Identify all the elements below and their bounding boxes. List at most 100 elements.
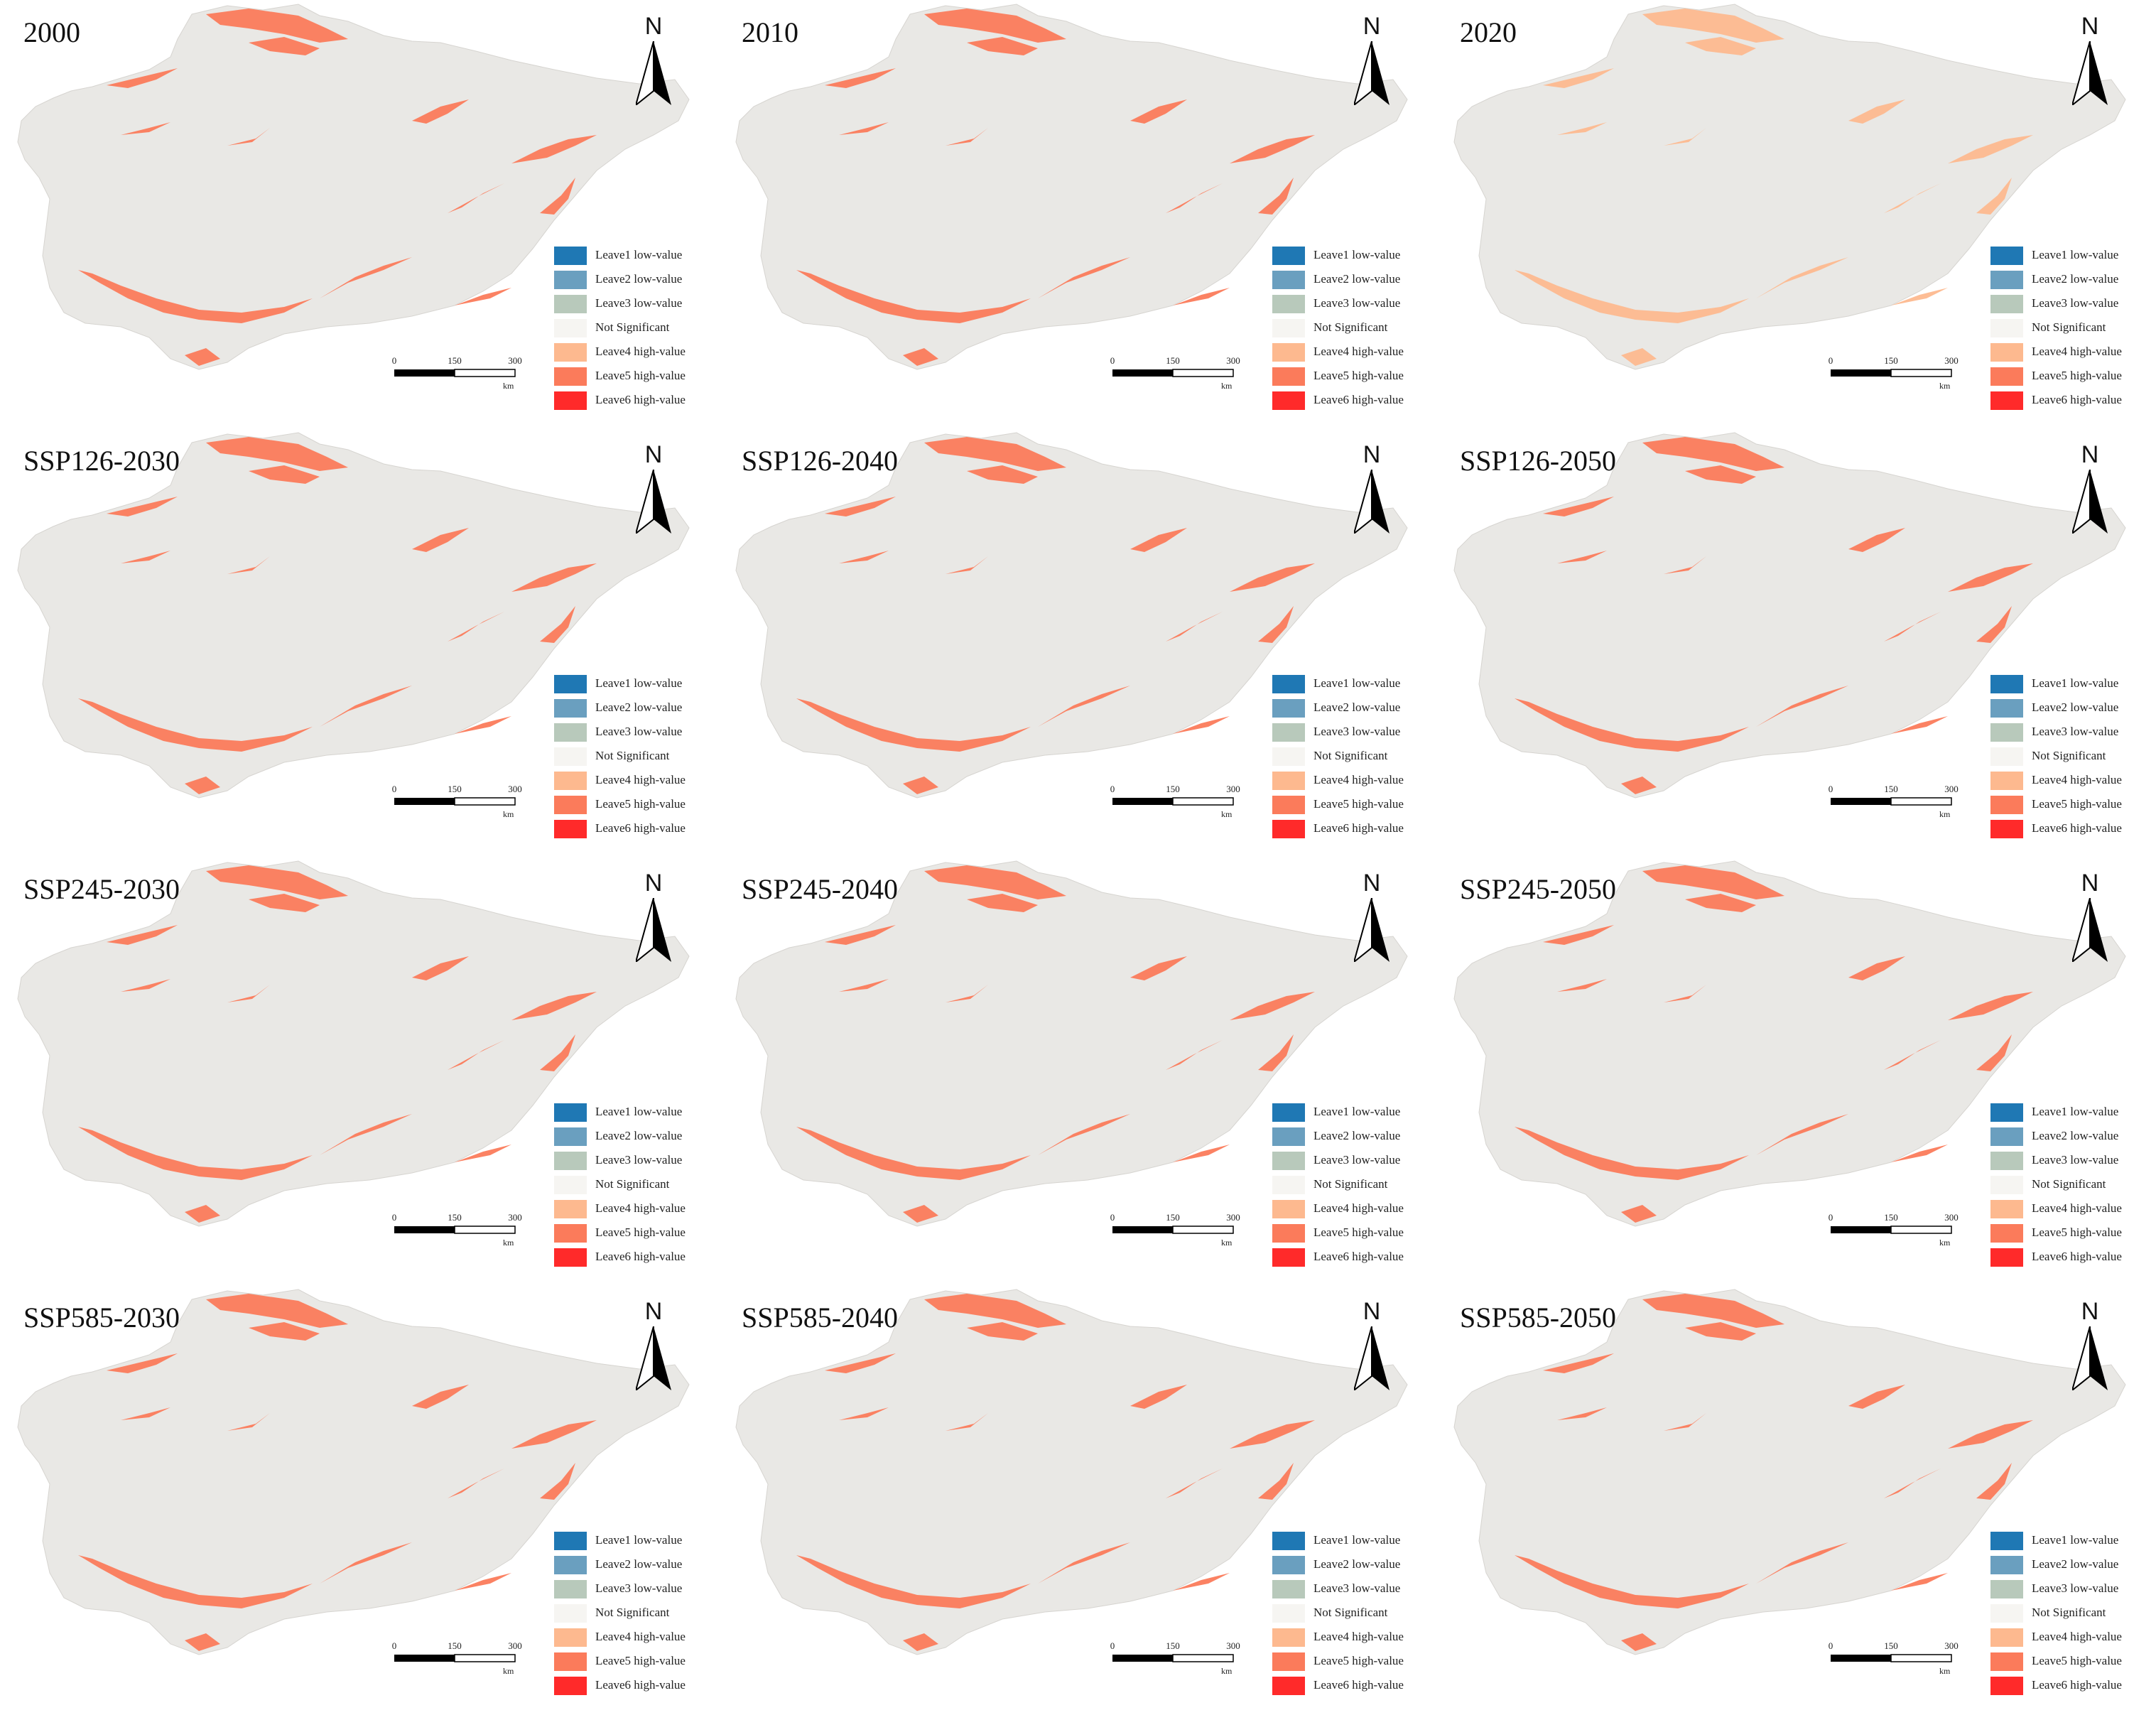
hotspot-cluster (249, 894, 320, 912)
scale-tick-label: 300 (1944, 355, 1959, 366)
legend-item: Leave3 low-value (1990, 293, 2154, 315)
north-arrow-icon (2072, 898, 2108, 962)
legend-label: Leave4 high-value (2032, 345, 2122, 358)
hotspot-cluster (1166, 183, 1223, 213)
study-area-outline (1453, 1289, 2126, 1655)
legend-swatch (554, 1103, 587, 1122)
legend-swatch (1272, 1604, 1305, 1623)
map-region (17, 4, 690, 370)
hotspot-cluster (540, 1463, 575, 1500)
legend-label: Leave3 low-value (2032, 1153, 2119, 1167)
legend-label: Leave5 high-value (595, 797, 686, 811)
scale-tick-label: 300 (508, 355, 522, 366)
hotspot-cluster (1515, 1555, 1749, 1608)
study-area-outline (735, 860, 1408, 1227)
legend-swatch (1272, 1127, 1305, 1146)
legend-label: Leave3 low-value (2032, 1581, 2119, 1595)
hotspot-cluster (1621, 777, 1657, 794)
legend-item: Leave4 high-value (1272, 1627, 1436, 1648)
map-panel: 2020 N Leave1 low-value Leave2 low-value Lea… (1436, 0, 2155, 428)
legend-swatch (554, 343, 587, 362)
legend-item: Leave2 low-value (1272, 1554, 1436, 1576)
north-arrow: N (2062, 870, 2118, 962)
legend-label: Leave4 high-value (1313, 773, 1404, 786)
hotspot-cluster (796, 1555, 1031, 1608)
hotspot-cluster (1038, 257, 1130, 298)
hotspot-cluster (1948, 135, 2033, 163)
legend-label: Not Significant (595, 1177, 670, 1191)
hotspot-cluster (825, 68, 896, 88)
hotspot-cluster (1976, 1463, 2012, 1500)
hotspot-cluster (206, 437, 348, 471)
legend-label: Leave3 low-value (1313, 1581, 1401, 1595)
legend-item: Leave4 high-value (1272, 342, 1436, 363)
hotspot-cluster (249, 37, 320, 55)
hotspot-cluster (1130, 528, 1187, 552)
legend-item: Leave1 low-value (1990, 1530, 2154, 1552)
hotspot-cluster (78, 698, 313, 752)
legend-swatch (1990, 1532, 2023, 1550)
hotspot-cluster (121, 551, 170, 563)
legend-label: Leave3 low-value (595, 1153, 683, 1167)
legend-swatch (554, 1677, 587, 1695)
hotspot-cluster (455, 288, 511, 305)
hotspot-cluster (206, 1294, 348, 1328)
legend-swatch (1990, 747, 2023, 766)
legend-swatch (554, 271, 587, 289)
north-arrow-icon (1354, 1326, 1390, 1390)
hotspot-cluster (1557, 551, 1607, 563)
legend-item: Leave1 low-value (554, 245, 717, 266)
legend-label: Leave3 low-value (2032, 725, 2119, 738)
hotspot-cluster (1664, 556, 1706, 574)
scale-bar-graphic (1112, 1654, 1234, 1662)
hotspot-cluster (320, 257, 412, 298)
scale-tick-label: 300 (1226, 1212, 1240, 1223)
hotspot-cluster (227, 985, 270, 1002)
hotspot-cluster (511, 563, 597, 592)
hotspot-cluster (1756, 686, 1848, 727)
legend-item: Not Significant (1272, 318, 1436, 339)
legend-label: Not Significant (2032, 1177, 2106, 1191)
legend-label: Leave6 high-value (2032, 393, 2122, 406)
legend-swatch (554, 247, 587, 265)
map-panel: SSP245-2030 N Leave1 low-value Leave2 low-v… (0, 857, 718, 1285)
legend-swatch (1272, 343, 1305, 362)
hotspot-cluster (796, 270, 1031, 323)
legend-label: Leave1 low-value (1313, 1533, 1401, 1547)
hotspot-cluster (1664, 128, 1706, 146)
hotspot-cluster (1976, 606, 2012, 643)
scale-tick-label: 0 (1828, 355, 1833, 366)
north-label: N (1363, 1298, 1381, 1325)
legend-swatch (1990, 1152, 2023, 1170)
scale-tick-label: 0 (1110, 1640, 1115, 1651)
legend-swatch (1990, 675, 2023, 693)
legend-label: Leave4 high-value (2032, 1201, 2122, 1215)
scale-tick-label: 150 (1166, 784, 1180, 794)
legend-item: Leave4 high-value (1990, 342, 2154, 363)
hotspot-cluster (320, 686, 412, 727)
scale-tick-label: 150 (448, 1212, 462, 1223)
legend-item: Leave3 low-value (1272, 1579, 1436, 1600)
hotspot-cluster (227, 1413, 270, 1431)
north-arrow-icon (636, 1326, 671, 1390)
north-label: N (644, 1298, 663, 1325)
map-panel: SSP585-2050 N Leave1 low-value Leave2 low-v… (1436, 1285, 2155, 1714)
hotspot-cluster (249, 465, 320, 484)
north-label: N (644, 13, 663, 40)
legend-item: Not Significant (554, 1174, 717, 1196)
legend-label: Leave6 high-value (595, 1250, 686, 1263)
hotspot-cluster (825, 1353, 896, 1373)
hotspot-cluster (1166, 1040, 1223, 1070)
legend-swatch (1990, 247, 2023, 265)
hotspot-cluster (946, 128, 988, 146)
legend-label: Leave6 high-value (1313, 1250, 1404, 1263)
legend-swatch (554, 1580, 587, 1598)
hotspot-cluster (121, 979, 170, 992)
legend-swatch (1272, 1224, 1305, 1243)
hotspot-cluster (107, 497, 178, 516)
hotspot-cluster (1557, 1407, 1607, 1420)
hotspot-cluster (1891, 1573, 1948, 1591)
legend-item: Leave6 high-value (1272, 1675, 1436, 1697)
hotspot-cluster (1891, 716, 1948, 734)
legend-item: Leave4 high-value (1990, 1627, 2154, 1648)
